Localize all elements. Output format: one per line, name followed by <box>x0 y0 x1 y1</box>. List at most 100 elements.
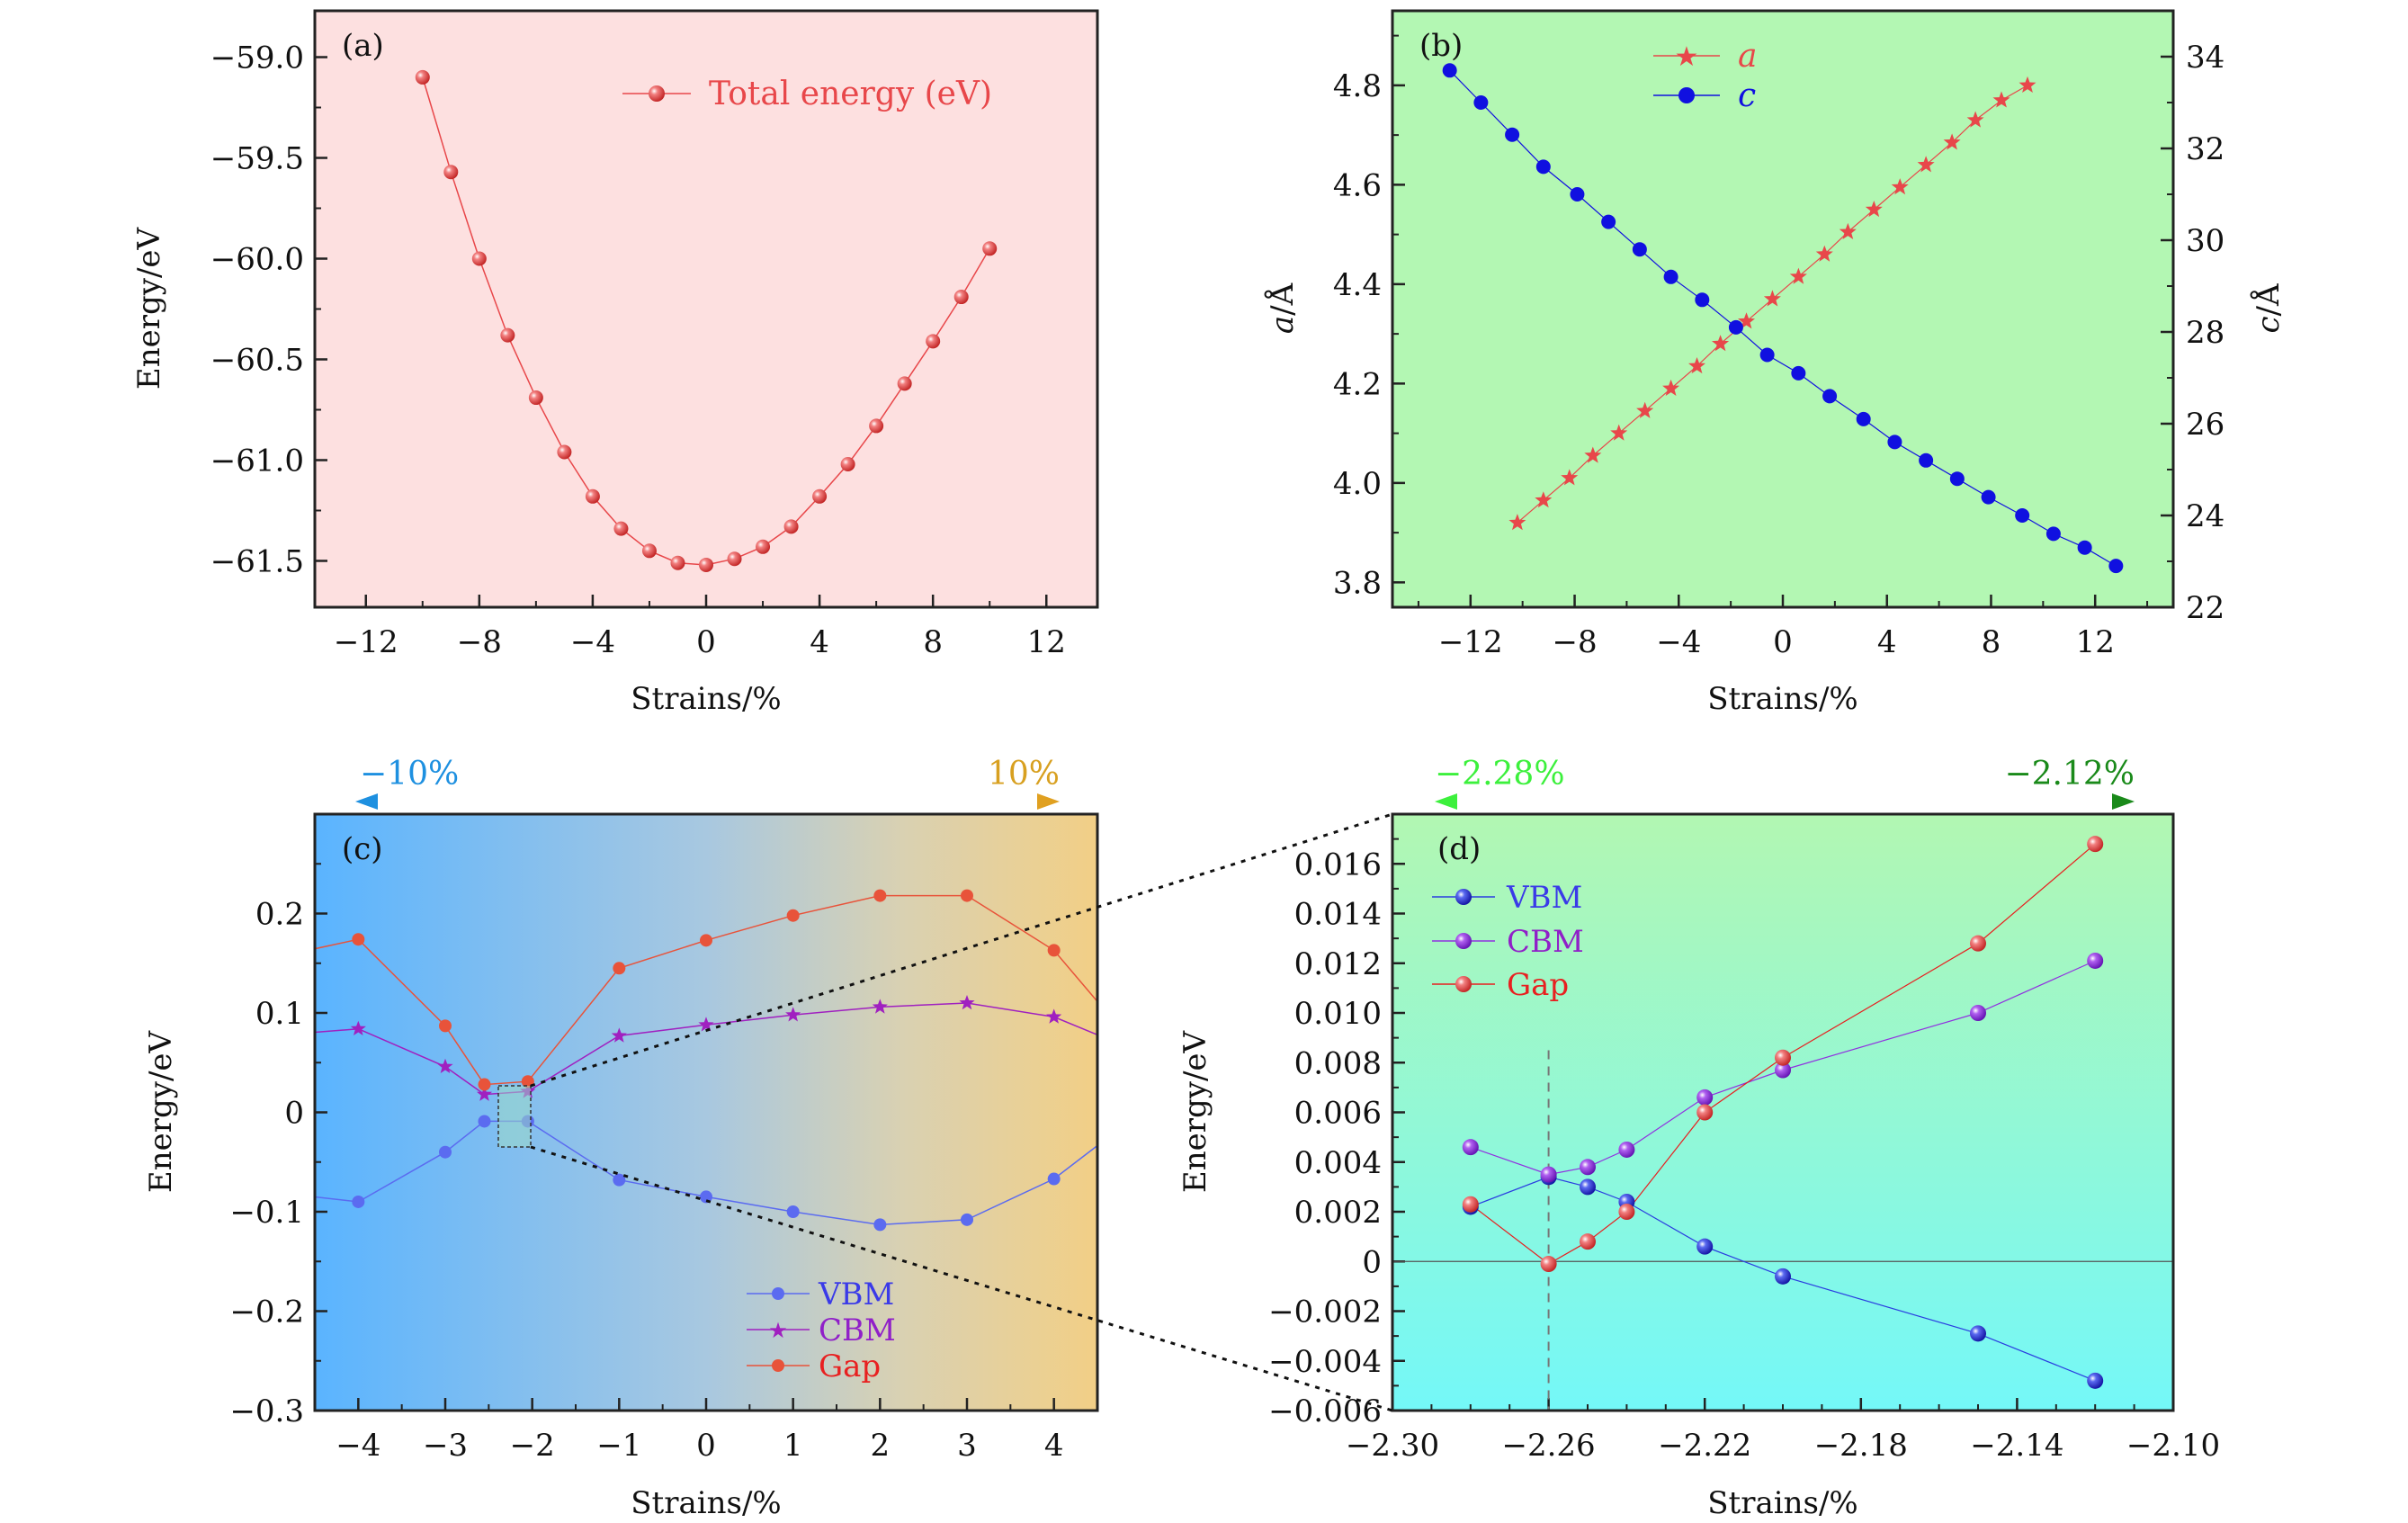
panel-b-right-axis-label: c/Å <box>2250 283 2287 334</box>
panel-c-gap-point <box>961 889 973 902</box>
panel-d-plot-area <box>1392 814 2173 1411</box>
panel-b-x-tick-label: −4 <box>1656 624 1701 660</box>
panel-b-c-point <box>1695 292 1710 308</box>
panel-d-legend-marker-gap <box>1455 976 1472 992</box>
panel-c-vbm-line <box>315 1120 1097 1226</box>
panel-c-gap-point <box>352 933 365 946</box>
panel-d-cbm-point <box>1618 1141 1635 1158</box>
panel-d-cbm-point <box>1462 1139 1479 1156</box>
panel-c-legend-text-gap: Gap <box>819 1348 881 1384</box>
panel-a-x-tick-label: −12 <box>334 624 398 660</box>
panel-b-x-tick-label: −8 <box>1552 624 1597 660</box>
panel-d-arrow-left-label: −2.28% <box>1435 756 1565 793</box>
panel-c-frame <box>313 812 1099 1412</box>
panel-c-series <box>315 889 1097 1232</box>
panel-b-ticks: −12 −8 −4 0 4 8 12 3.8 4.0 4.2 4.4 4.6 4.8 22 24 26 28 30… <box>1333 34 2224 660</box>
panel-a-y-tick-label: −61.0 <box>210 443 304 479</box>
panel-a-y-tick-label: −59.5 <box>210 141 304 177</box>
panel-c-gap-point <box>700 934 712 947</box>
panel-d-cbm-point <box>1696 1088 1714 1106</box>
panel-b-right-y-tick-label: 22 <box>2186 590 2224 626</box>
panel-b-a-point <box>1763 290 1781 307</box>
panel-b-c-point <box>1570 187 1585 202</box>
panel-c-gap-point <box>1047 944 1061 957</box>
panel-d-vbm-point <box>1970 1325 1986 1342</box>
panel-b-c-point <box>1601 214 1616 229</box>
panel-a-frame <box>313 9 1099 609</box>
panel-d-y-tick-label: −0.004 <box>1268 1344 1382 1380</box>
panel-c-vbm-point <box>786 1205 800 1218</box>
panel-b-c-point <box>1949 471 1965 487</box>
panel-b-legend-text-a: a <box>1738 38 1757 75</box>
panel-d-frame <box>1391 812 2175 1412</box>
panel-b-x-tick-label: 12 <box>2076 624 2115 660</box>
panel-b-x-tick-label: 0 <box>1773 624 1793 660</box>
panel-a-total-energy-point <box>953 290 969 305</box>
panel-d-x-tick-label: −2.18 <box>1814 1428 1908 1464</box>
panel-c-cbm-point <box>785 1007 801 1022</box>
panel-d-arrow-right-head <box>2112 793 2135 810</box>
panel-d-y-tick-label: 0.004 <box>1294 1145 1382 1181</box>
panel-d-y-tick-label: 0.008 <box>1294 1045 1382 1081</box>
panel-d-y-tick-label: −0.002 <box>1268 1295 1382 1330</box>
panel-d-y-tick-label: 0.014 <box>1294 897 1382 933</box>
panel-a-series <box>415 69 998 572</box>
panel-d-y-tick-label: −0.006 <box>1268 1393 1382 1429</box>
panel-b-legend-text-c: c <box>1738 77 1756 114</box>
panel-c-arrow-left-head <box>355 793 378 810</box>
panel-a-y-tick-label: −61.5 <box>210 543 304 579</box>
panel-c-strain-arrow: −10% 10% <box>355 756 1060 810</box>
panel-b-c-point <box>1822 389 1838 404</box>
panel-a-total-energy-point <box>500 327 515 343</box>
panel-c-cbm-point <box>698 1017 714 1032</box>
panel-d-legend-marker-cbm <box>1455 933 1472 949</box>
panel-b-left-y-tick-label: 4.2 <box>1333 366 1382 402</box>
panel-a-total-energy-point <box>982 241 998 256</box>
panel-a-total-energy-point <box>443 165 459 180</box>
panel-c-y-tick-label: −0.2 <box>229 1295 304 1330</box>
panel-c-cbm-point <box>1046 1008 1062 1024</box>
panel-d-gap-point <box>1462 1196 1479 1213</box>
panel-d-x-axis-label: Strains/% <box>1707 1485 1857 1521</box>
panel-c-arrow-right-head <box>1037 793 1060 810</box>
panel-a-legend: Total energy (eV) <box>622 76 992 112</box>
panel-d-x-tick-label: −2.10 <box>2126 1428 2220 1464</box>
panel-c-legend-text-cbm: CBM <box>819 1312 896 1348</box>
panel-b-a-point <box>1508 514 1526 531</box>
panel-c-x-tick-label: 4 <box>1044 1428 1064 1464</box>
panel-d-legend: VBM CBM Gap <box>1432 880 1584 1003</box>
panel-c-cbm-point <box>959 995 975 1010</box>
panel-a-y-tick-label: −59.0 <box>210 40 304 76</box>
panel-b-x-tick-label: 4 <box>1877 624 1897 660</box>
panel-a-total-energy-point <box>613 521 629 536</box>
panel-b-c-point <box>1442 63 1457 78</box>
panel-a-x-tick-label: −4 <box>570 624 615 660</box>
panel-b-a-point <box>1992 91 2010 108</box>
panel-c-legend-text-vbm: VBM <box>818 1277 894 1312</box>
panel-b-x-tick-label: 8 <box>1982 624 2001 660</box>
panel-c-x-tick-label: −3 <box>423 1428 468 1464</box>
panel-b-right-y-tick-label: 30 <box>2186 223 2224 259</box>
panel-c-band-edges: −4 −3 −2 −1 0 1 2 3 4 0.2 0.1 0 −0.1 −0.2 −0.3 (c) Ene… <box>143 756 1099 1521</box>
panel-b-frame <box>1391 9 2175 609</box>
panel-b-a-point <box>1966 111 1984 128</box>
panel-c-vbm-point <box>961 1213 973 1226</box>
panel-d-gap-point <box>1775 1049 1791 1066</box>
panel-b-c-point <box>1919 452 1934 468</box>
panel-a-x-axis-label: Strains/% <box>631 681 781 717</box>
panel-d-vbm-point <box>2087 1372 2104 1389</box>
panel-c-gap-point <box>478 1078 491 1091</box>
panel-d-y-tick-label: 0.012 <box>1294 946 1382 982</box>
panel-b-a-point <box>1688 357 1705 374</box>
panel-b-right-y-tick-label: 24 <box>2186 498 2224 534</box>
panel-b-c-point <box>1981 489 1996 505</box>
panel-b-left-y-tick-label: 3.8 <box>1333 565 1382 601</box>
panel-b-c-point <box>1505 127 1520 142</box>
panel-c-x-tick-label: 0 <box>696 1428 716 1464</box>
panel-b-c-point <box>1535 159 1551 175</box>
panel-b-c-point <box>1887 435 1902 450</box>
panel-a-y-tick-label: −60.0 <box>210 242 304 278</box>
panel-d-x-tick-label: −2.22 <box>1658 1428 1751 1464</box>
panel-c-arrow-right-label: 10% <box>988 756 1060 793</box>
